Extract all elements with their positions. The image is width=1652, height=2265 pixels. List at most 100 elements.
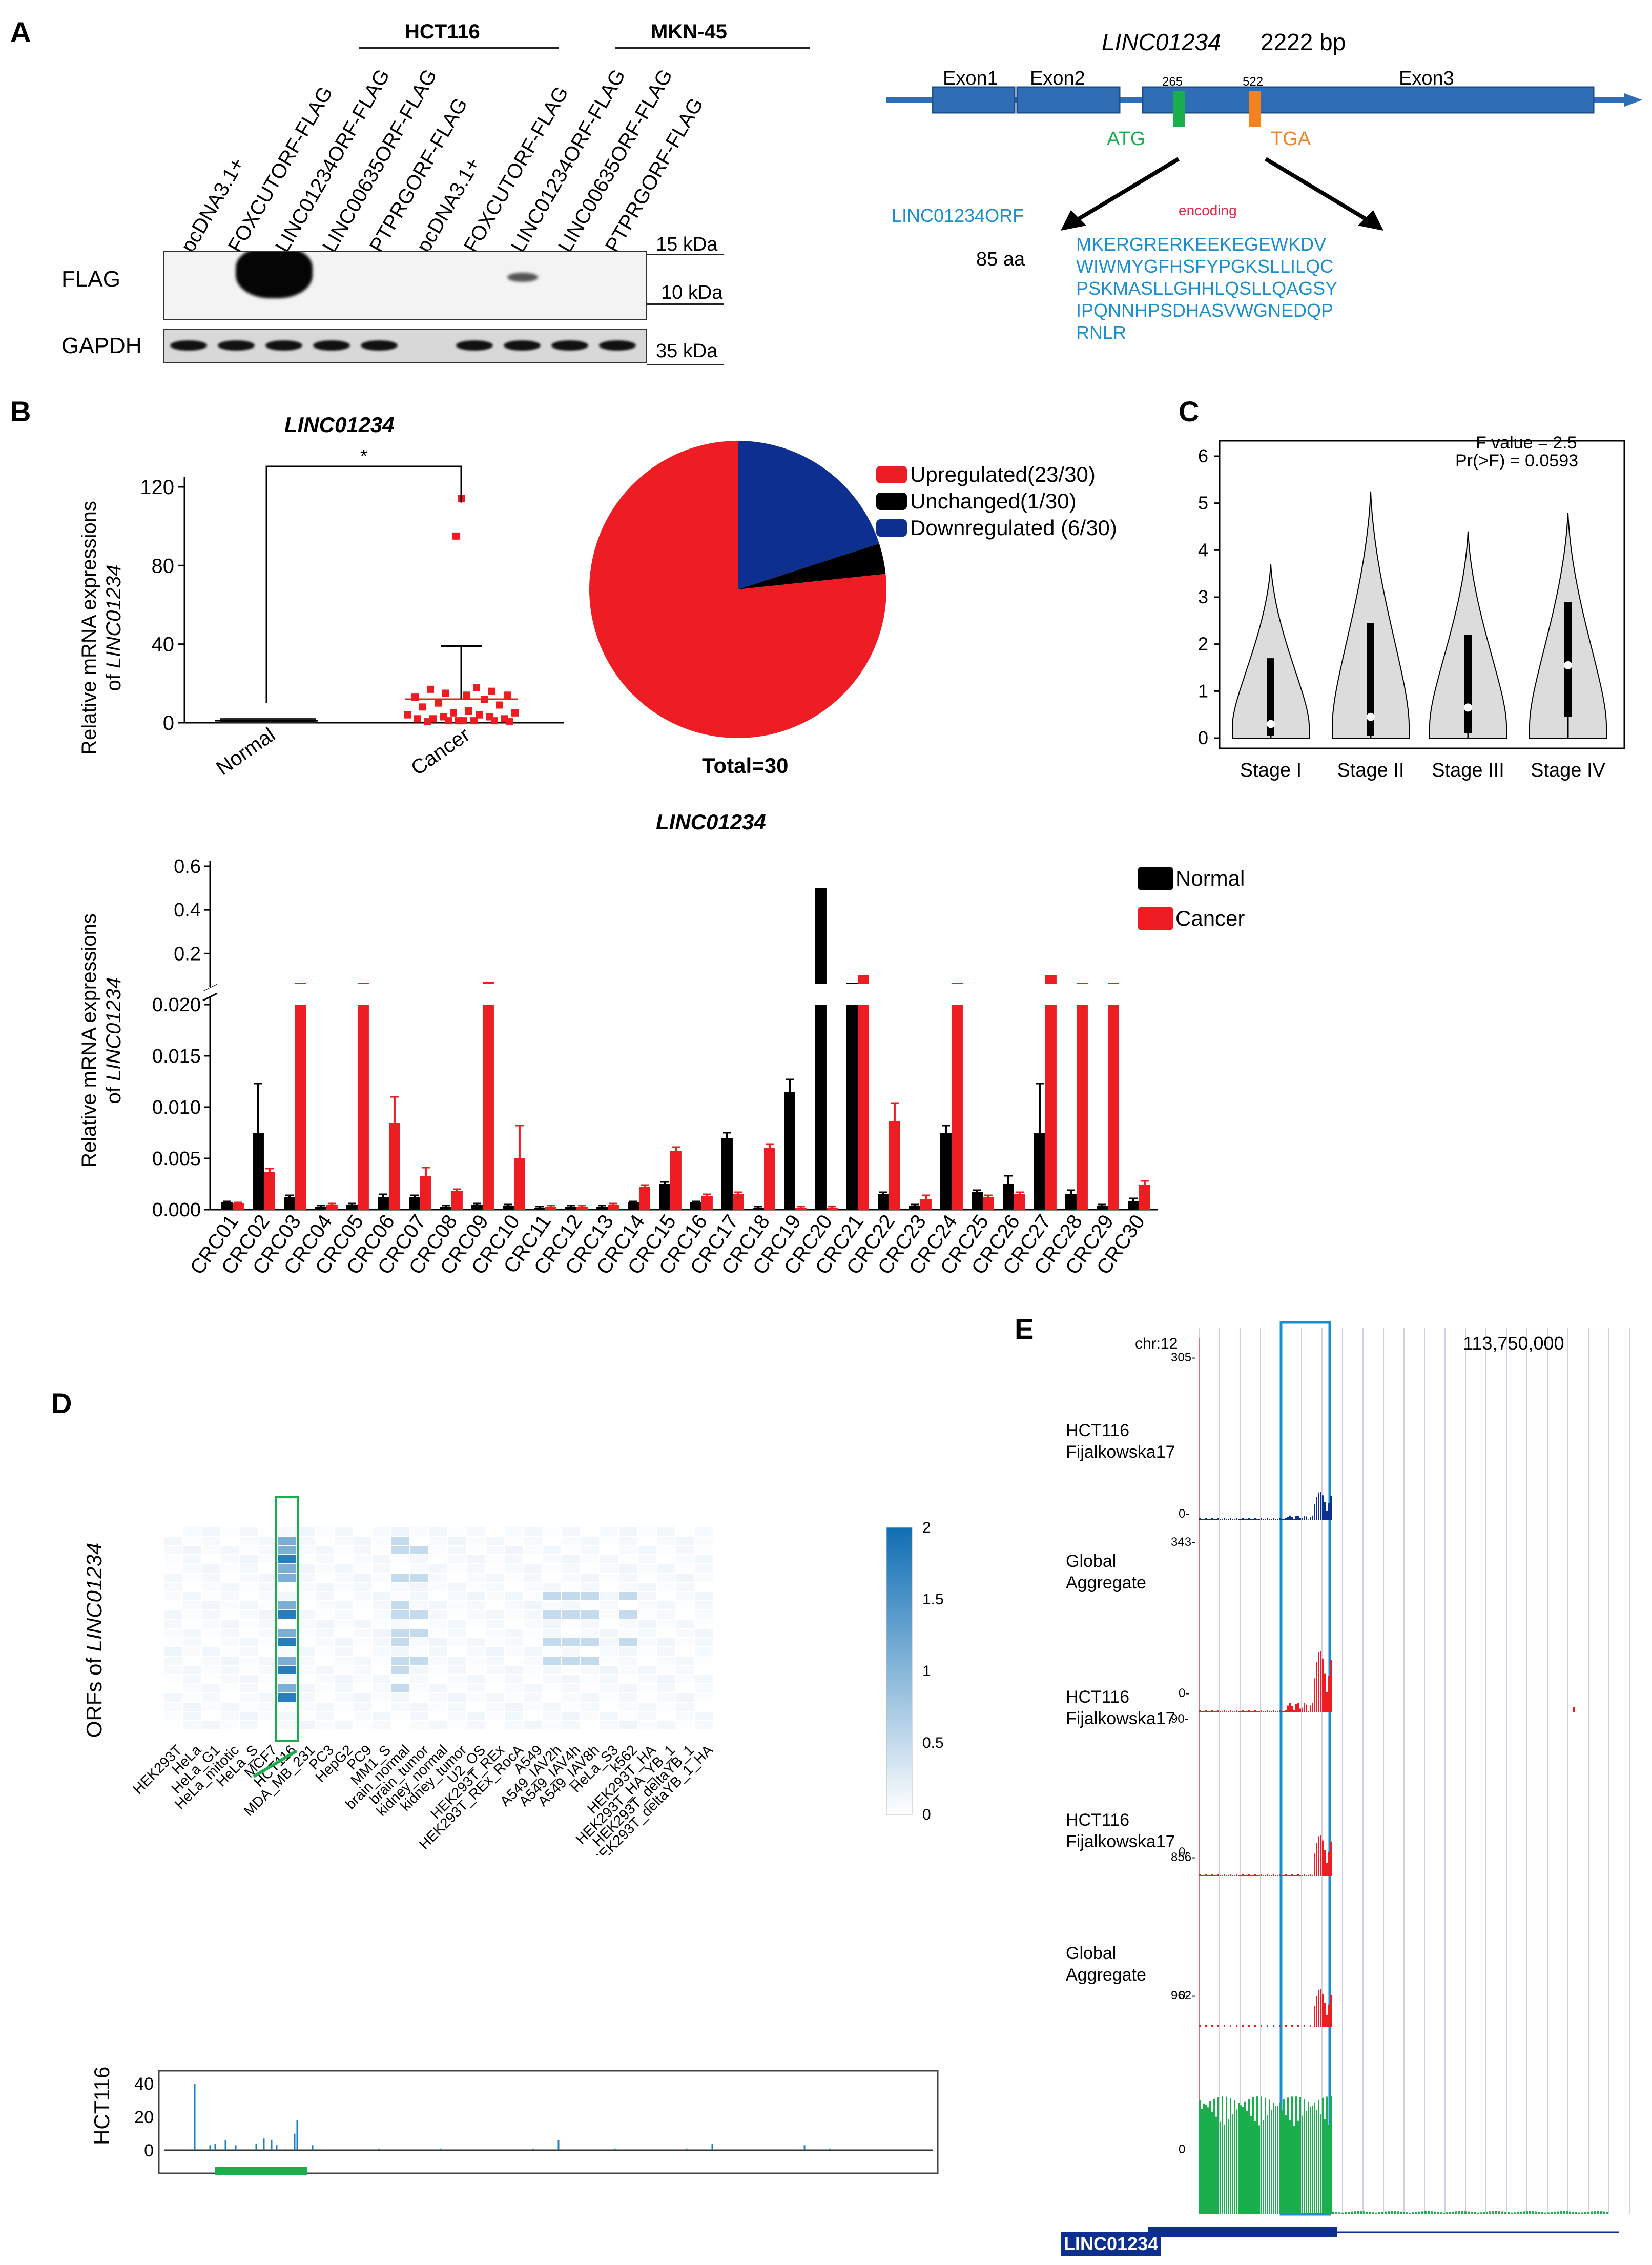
scatter-point-cancer (506, 718, 513, 726)
heatmap-cell (259, 1693, 277, 1702)
heatmap-ylabel-prefix: ORFs of (82, 1651, 106, 1738)
heatmap-cell (391, 1546, 409, 1554)
heatmap-cell (183, 1574, 201, 1582)
heatmap-cell (259, 1592, 277, 1600)
heatmap-cell (638, 1546, 656, 1554)
heatmap-cell (676, 1684, 694, 1692)
heatmap-cell (467, 1527, 485, 1536)
browser-signal (1557, 2211, 1559, 2214)
heatmap-cell (297, 1666, 315, 1674)
browser-signal (1277, 1875, 1278, 1876)
bar-cancer-upper (1045, 975, 1057, 984)
bar-normal (284, 1197, 295, 1210)
heatmap-cell (297, 1620, 315, 1628)
pie-legend-up-swatch (876, 466, 907, 483)
heatmap-cell (657, 1555, 675, 1563)
heatmap-cell (391, 1675, 409, 1683)
bar-legend-cancer: Cancer (1138, 899, 1245, 938)
heatmap-cell (524, 1666, 542, 1674)
heatmap-cell (448, 1601, 466, 1609)
scatter-point-cancer (452, 532, 460, 540)
browser-signal (1234, 1519, 1235, 1520)
bar-ytick-label: 0.020 (152, 994, 201, 1016)
browser-signal (1224, 2025, 1225, 2027)
browser-signal (1572, 2212, 1574, 2214)
scatter-point-cancer (455, 717, 462, 725)
browser-track-name: Global Aggregate (1066, 1550, 1146, 1594)
colorbar-rect (886, 1527, 913, 1815)
heatmap-cell (278, 1527, 296, 1536)
heatmap-cell (297, 1684, 315, 1692)
browser-signal (1299, 1875, 1301, 1876)
browser-signal (1341, 2212, 1344, 2214)
heatmap-cell (373, 1601, 390, 1609)
heatmap-cell (316, 1555, 334, 1563)
heatmap-cell (562, 1721, 580, 1729)
browser-signal (1406, 2212, 1408, 2214)
group-mkn45: MKN-45 (651, 21, 727, 43)
heatmap-cell (240, 1583, 258, 1591)
pie-slice-downregulated (738, 441, 879, 589)
heatmap-cell (467, 1638, 485, 1646)
heatmap-cell (429, 1620, 447, 1628)
heatmap-cell (638, 1675, 656, 1683)
heatmap-colorbar: 0 0.5 1 1.5 2 (886, 1519, 944, 1823)
heatmap-cell (524, 1721, 542, 1729)
heatmap-cell (354, 1620, 371, 1628)
browser-signal (1236, 1518, 1237, 1520)
heatmap-cell (202, 1647, 220, 1656)
browser-signal (1279, 1518, 1281, 1520)
browser-signal (1232, 1711, 1233, 1712)
browser-signal (1240, 1875, 1242, 1876)
browser-signal (1248, 1710, 1250, 1712)
browser-signal (1318, 2099, 1319, 2214)
heatmap-cell (221, 1629, 239, 1637)
browser-signal (1302, 1875, 1303, 1876)
seq-line-3: PSKMASLLGHHLQSLLQAGSY (1076, 278, 1338, 299)
browser-signal (1322, 2097, 1324, 2214)
heatmap-cell (695, 1647, 713, 1656)
browser-signal (1234, 2100, 1235, 2214)
browser-signal (1397, 2211, 1399, 2214)
heatmap-cell (486, 1666, 504, 1674)
heatmap-cell (486, 1693, 504, 1702)
heatmap-cell (619, 1583, 637, 1591)
heatmap-cell (486, 1703, 504, 1711)
exon3-label: Exon3 (1399, 68, 1454, 89)
orf-arrow-left-head (1061, 210, 1086, 231)
heatmap-cell (676, 1527, 694, 1536)
browser-signal (1338, 2212, 1340, 2214)
browser-signal (1434, 2211, 1436, 2214)
heatmap-cell (448, 1564, 466, 1573)
browser-signal (1291, 1517, 1293, 1520)
gene-schematic (886, 86, 1642, 127)
browser-signal (1455, 2211, 1457, 2214)
bar-cancer (951, 1005, 963, 1210)
heatmap-cell (183, 1666, 201, 1674)
browser-signal (1222, 1875, 1223, 1876)
heatmap-cell (505, 1583, 523, 1591)
browser-signal (1232, 1519, 1233, 1520)
heatmap-cell (297, 1537, 315, 1545)
bar-ylabel-prefix: of (102, 1080, 125, 1104)
heatmap-cell (354, 1601, 371, 1609)
heatmap-cell (354, 1666, 371, 1674)
heatmap-cell (164, 1721, 182, 1729)
bar-ytick-label: 0.010 (152, 1097, 201, 1118)
bar-cancer (1107, 1005, 1119, 1210)
heatmap-cell (373, 1537, 390, 1545)
browser-signal (1275, 1875, 1276, 1876)
heatmap-cell (562, 1537, 580, 1545)
bar-cancer-upper (857, 975, 869, 984)
marker-15kda: 15 kDa (656, 234, 718, 255)
browser-signal (1228, 1875, 1229, 1876)
browser-signal (1201, 1875, 1203, 1876)
heatmap-cell (410, 1546, 428, 1554)
bar-normal (440, 1207, 451, 1210)
browser-signal (1287, 1875, 1289, 1876)
gapdh-band (504, 340, 541, 351)
heatmap-cell (259, 1583, 277, 1591)
heatmap-cell (278, 1657, 296, 1665)
genome-browser (1148, 1321, 1630, 2237)
browser-signal (1289, 1875, 1291, 1876)
